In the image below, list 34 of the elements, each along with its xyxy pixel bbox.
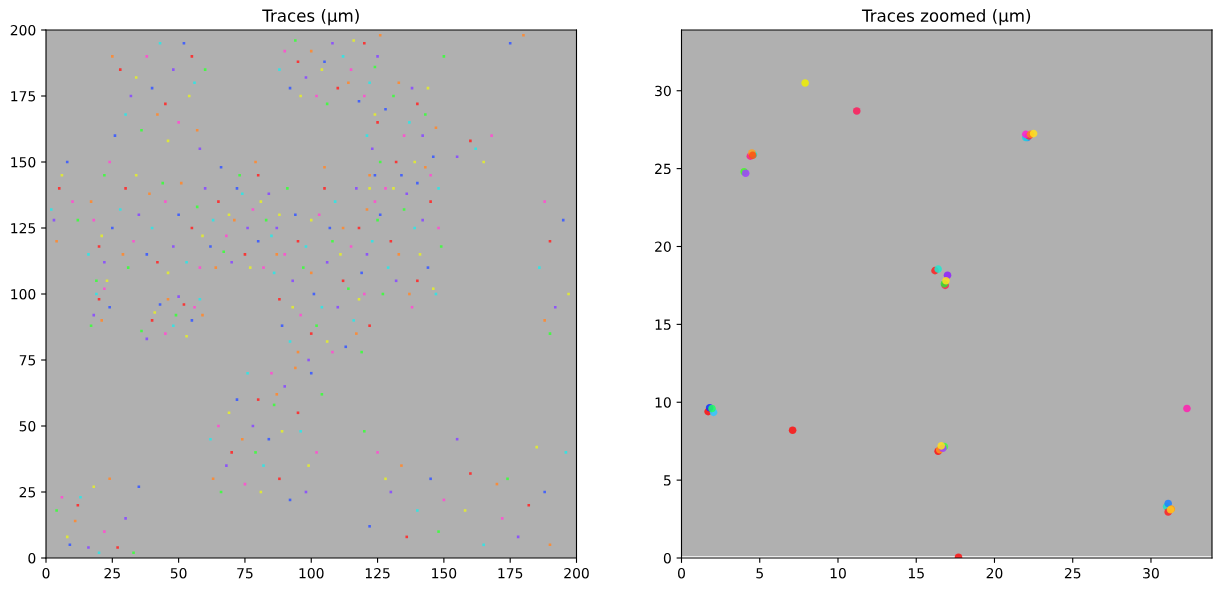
x-tick-label: 0 xyxy=(678,567,685,579)
y-tick-label: 175 xyxy=(11,91,36,102)
x-tick-label: 50 xyxy=(170,567,187,579)
y-tick-label: 100 xyxy=(11,288,36,300)
x-tick-label: 10 xyxy=(830,567,846,579)
chart-title: Traces zoomed (µm) xyxy=(861,9,1031,26)
y-tick-label: 25 xyxy=(19,486,36,498)
x-tick-label: 100 xyxy=(299,567,324,579)
x-tick-label: 25 xyxy=(104,567,120,579)
x-tick-label: 150 xyxy=(432,567,457,579)
x-tick-label: 5 xyxy=(756,568,763,579)
y-tick-label: 75 xyxy=(19,355,36,366)
x-tick-label: 175 xyxy=(498,568,523,579)
chart-title: Traces (µm) xyxy=(262,9,359,26)
y-tick-label: 125 xyxy=(11,222,36,234)
x-tick-label: 25 xyxy=(1064,567,1081,579)
x-tick-label: 15 xyxy=(908,568,924,579)
y-tick-label: 10 xyxy=(655,397,671,408)
y-tick-label: 25 xyxy=(655,163,671,175)
x-tick-label: 200 xyxy=(564,567,589,579)
x-tick-label: 20 xyxy=(986,567,1003,579)
x-tick-label: 30 xyxy=(1143,567,1159,579)
y-tick-label: 5 xyxy=(664,475,671,486)
y-tick-label: 150 xyxy=(11,156,36,168)
y-tick-label: 0 xyxy=(663,552,671,564)
y-tick-label: 0 xyxy=(28,552,36,564)
y-tick-label: 15 xyxy=(655,319,671,330)
y-tick-label: 30 xyxy=(655,85,671,97)
x-tick-label: 75 xyxy=(237,568,253,579)
x-tick-label: 125 xyxy=(365,567,390,579)
x-tick-label: 0 xyxy=(42,567,50,579)
y-tick-label: 20 xyxy=(655,241,671,252)
y-tick-label: 200 xyxy=(10,24,36,36)
y-tick-label: 50 xyxy=(19,420,36,432)
